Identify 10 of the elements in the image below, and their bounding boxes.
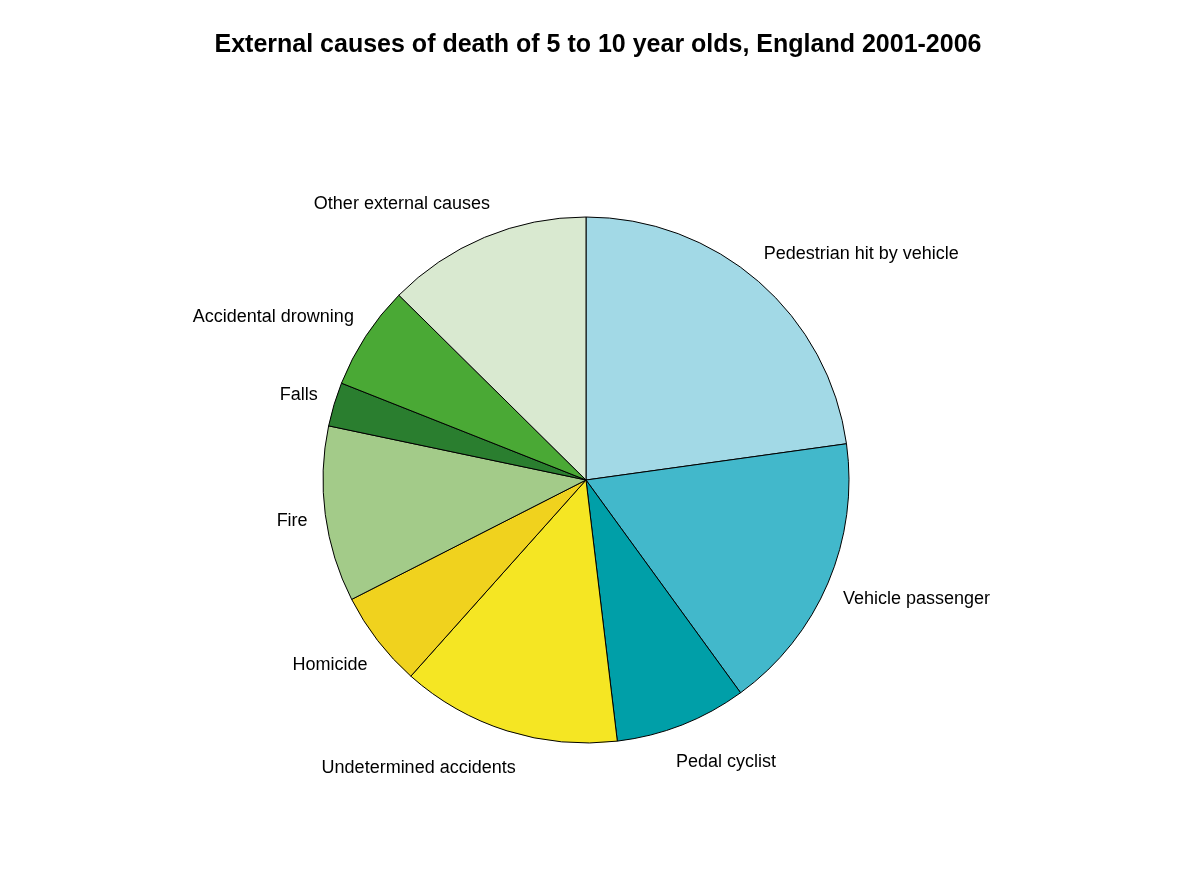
slice-label: Other external causes (313, 192, 490, 213)
slice-label: Falls (279, 383, 318, 404)
slice-label: Pedestrian hit by vehicle (763, 243, 959, 264)
slice-label: Accidental drowning (192, 305, 354, 326)
slice-label: Homicide (292, 654, 368, 675)
slice-label: Undetermined accidents (321, 757, 516, 778)
slice-label: Fire (276, 509, 308, 530)
slice-label: Pedal cyclist (675, 750, 776, 771)
chart-title: External causes of death of 5 to 10 year olds, England 2001-2006 (214, 29, 982, 57)
slice-label: Vehicle passenger (842, 588, 991, 609)
